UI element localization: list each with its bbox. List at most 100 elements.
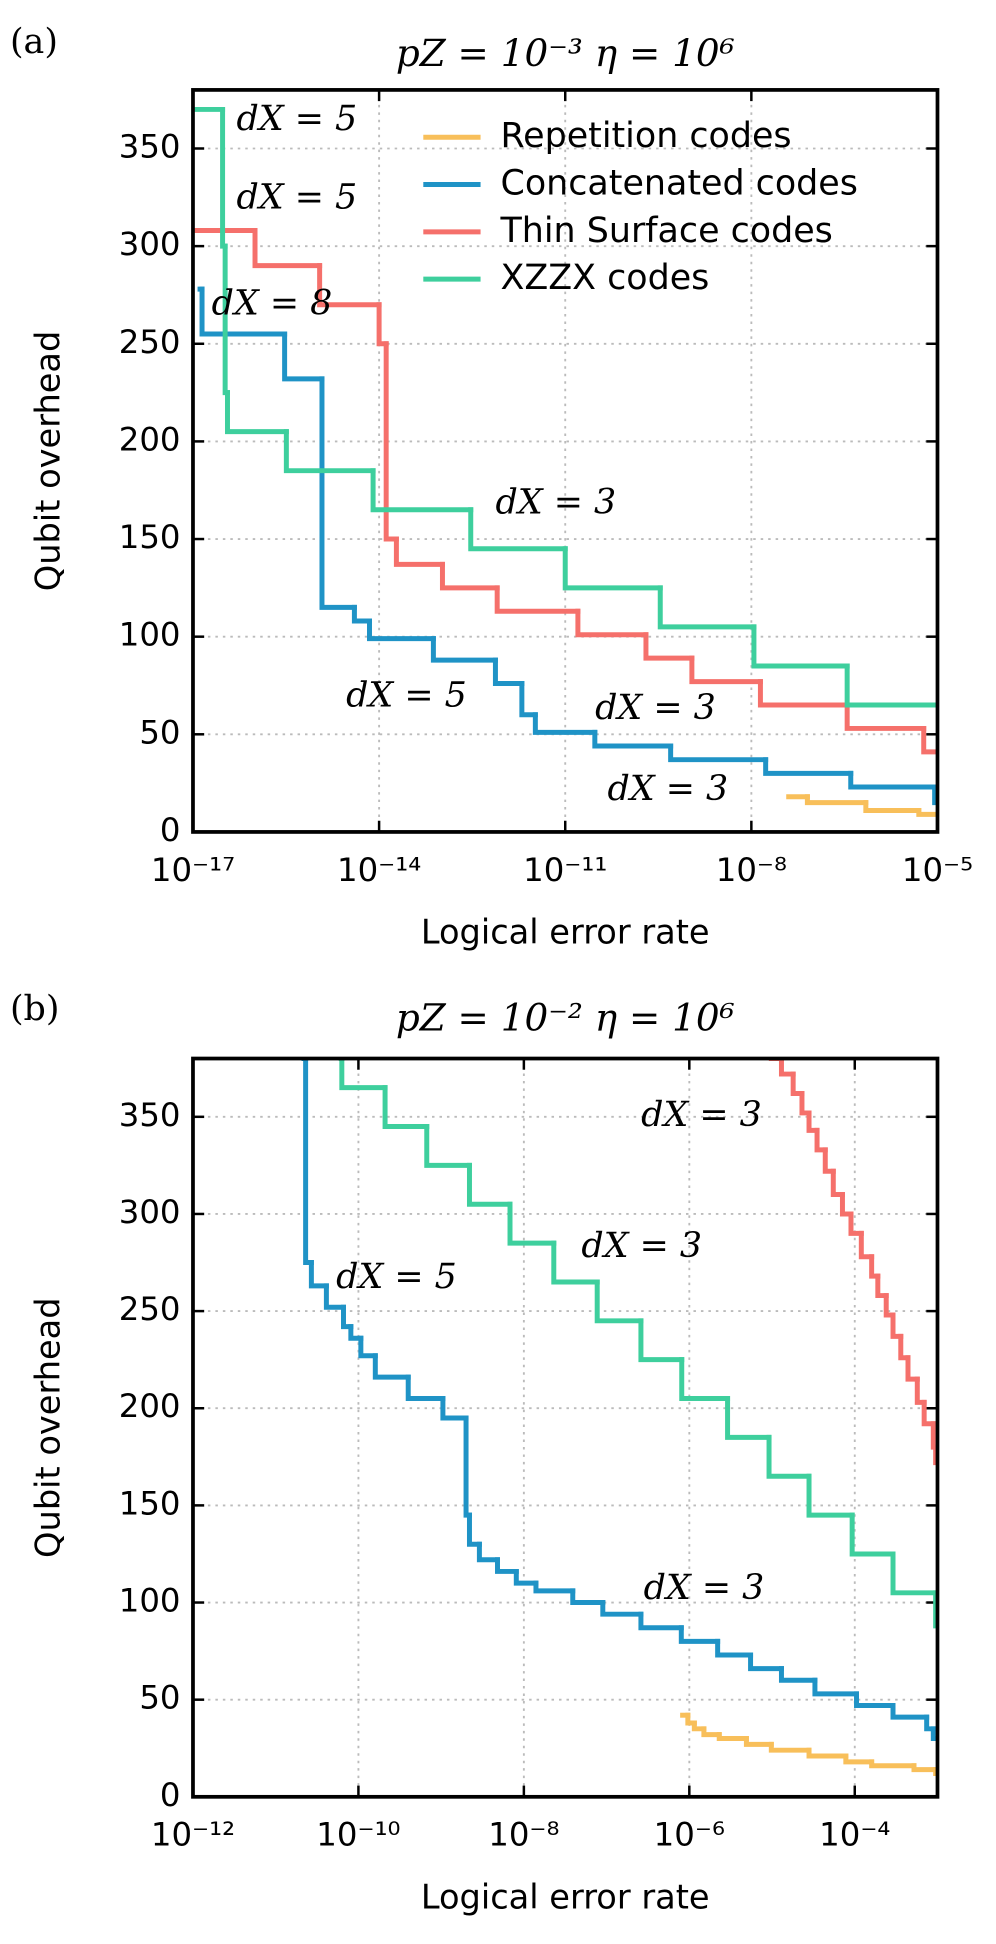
step-segment — [849, 1512, 896, 1557]
step-segment — [844, 663, 938, 708]
step-segment — [875, 1273, 889, 1299]
step-segment — [839, 1192, 854, 1217]
step-segment — [440, 1396, 469, 1421]
y-tick-label: 100 — [119, 616, 181, 654]
y-tick-label: 350 — [119, 127, 181, 165]
annotation: dX = 5 — [336, 1257, 457, 1297]
panel: (a) pZ = 10⁻³ η = 10⁶ Logical error rate Qu… — [10, 22, 973, 952]
x-tick-label: 10⁻⁴ — [819, 1816, 890, 1854]
step-segment — [916, 807, 938, 817]
y-tick-label: 0 — [160, 811, 181, 849]
y-tick-label: 50 — [139, 713, 180, 751]
step-segment — [424, 1124, 472, 1168]
step-segment — [348, 1324, 364, 1341]
step-segment — [308, 1260, 329, 1289]
y-tick-label: 300 — [119, 225, 181, 263]
step-segment — [376, 302, 389, 347]
y-tick-label: 350 — [119, 1096, 181, 1134]
step-segment — [883, 1293, 896, 1318]
step-segment — [751, 624, 850, 669]
step-segment — [495, 1557, 519, 1574]
annotation: dX = 3 — [608, 769, 729, 809]
x-tick-label: 10⁻⁶ — [654, 1816, 725, 1854]
step-segment — [323, 1283, 346, 1310]
step-segment — [921, 1399, 936, 1427]
step-segment — [921, 725, 938, 755]
x-axis-label: Logical error rate — [421, 913, 710, 952]
step-segment — [283, 429, 376, 474]
plot-area — [301, 1058, 938, 1776]
step-segment — [911, 1763, 938, 1773]
x-tick-label: 10⁻¹¹ — [523, 851, 607, 889]
chart-title: pZ = 10⁻³ η = 10⁶ — [396, 31, 735, 75]
step-segment — [716, 1732, 749, 1742]
step-segment — [466, 1512, 482, 1547]
x-tick-label: 10⁻¹⁷ — [151, 851, 235, 889]
plot-area — [192, 106, 938, 817]
annotation: dX = 3 — [595, 688, 716, 728]
step-segment — [890, 1312, 904, 1339]
annotation: dX = 5 — [346, 675, 467, 715]
step-segment — [822, 1147, 836, 1174]
step-segment — [638, 1611, 684, 1631]
step-segment — [532, 712, 598, 735]
step-segment — [282, 331, 325, 382]
step-segment — [768, 1741, 812, 1753]
panel-label: (a) — [10, 22, 58, 62]
plot-frame — [191, 88, 940, 834]
step-segment — [476, 1541, 500, 1563]
annotation: dX = 3 — [644, 1568, 765, 1608]
step-segment — [638, 1318, 685, 1363]
step-segment — [701, 1726, 722, 1738]
step-segment — [562, 546, 663, 591]
step-segment — [405, 1374, 446, 1402]
step-segment — [691, 1720, 707, 1732]
step-segment — [494, 585, 581, 614]
step-segment — [678, 1625, 721, 1644]
step-segment — [643, 632, 695, 661]
step-segment — [224, 390, 289, 435]
step-segment — [914, 1376, 927, 1405]
y-tick-label: 150 — [119, 518, 181, 556]
step-segment — [358, 1335, 378, 1359]
step-segment — [303, 1058, 314, 1266]
plot-frame — [191, 1056, 940, 1799]
step-segment — [679, 1357, 731, 1402]
step-segment — [668, 743, 769, 763]
step-segment — [848, 770, 938, 790]
step-segment — [869, 1759, 917, 1769]
step-segment — [766, 1434, 812, 1479]
step-segment — [806, 1110, 820, 1133]
y-axis-label: Qubit overhead — [28, 331, 67, 592]
step-segment — [367, 618, 436, 642]
x-tick-label: 10⁻¹⁰ — [316, 1816, 400, 1854]
step-segment — [869, 1254, 881, 1279]
y-axis-label: Qubit overhead — [28, 1297, 67, 1558]
y-tick-label: 200 — [119, 420, 181, 458]
step-segment — [319, 376, 357, 610]
y-tick-label: 250 — [119, 1290, 181, 1328]
step-segment — [843, 1753, 875, 1765]
step-segment — [854, 1691, 896, 1708]
step-segment — [657, 585, 757, 630]
step-segment — [370, 468, 474, 513]
step-segment — [600, 1600, 644, 1617]
step-segment — [725, 1396, 772, 1440]
step-segment — [863, 800, 922, 813]
step-segment — [806, 1473, 855, 1518]
legend-label: Concatenated codes — [500, 164, 857, 204]
y-tick-label: 0 — [160, 1776, 181, 1814]
step-segment — [812, 1677, 860, 1697]
step-segment — [507, 1201, 557, 1246]
step-segment — [492, 657, 525, 687]
step-segment — [468, 507, 568, 552]
step-segment — [844, 702, 927, 731]
step-segment — [594, 1279, 644, 1324]
step-segment — [199, 286, 288, 337]
step-segment — [804, 794, 869, 806]
annotation: dX = 3 — [641, 1095, 762, 1135]
chart-title: pZ = 10⁻² η = 10⁶ — [396, 996, 735, 1040]
step-segment — [252, 228, 323, 269]
step-segment — [393, 536, 445, 567]
